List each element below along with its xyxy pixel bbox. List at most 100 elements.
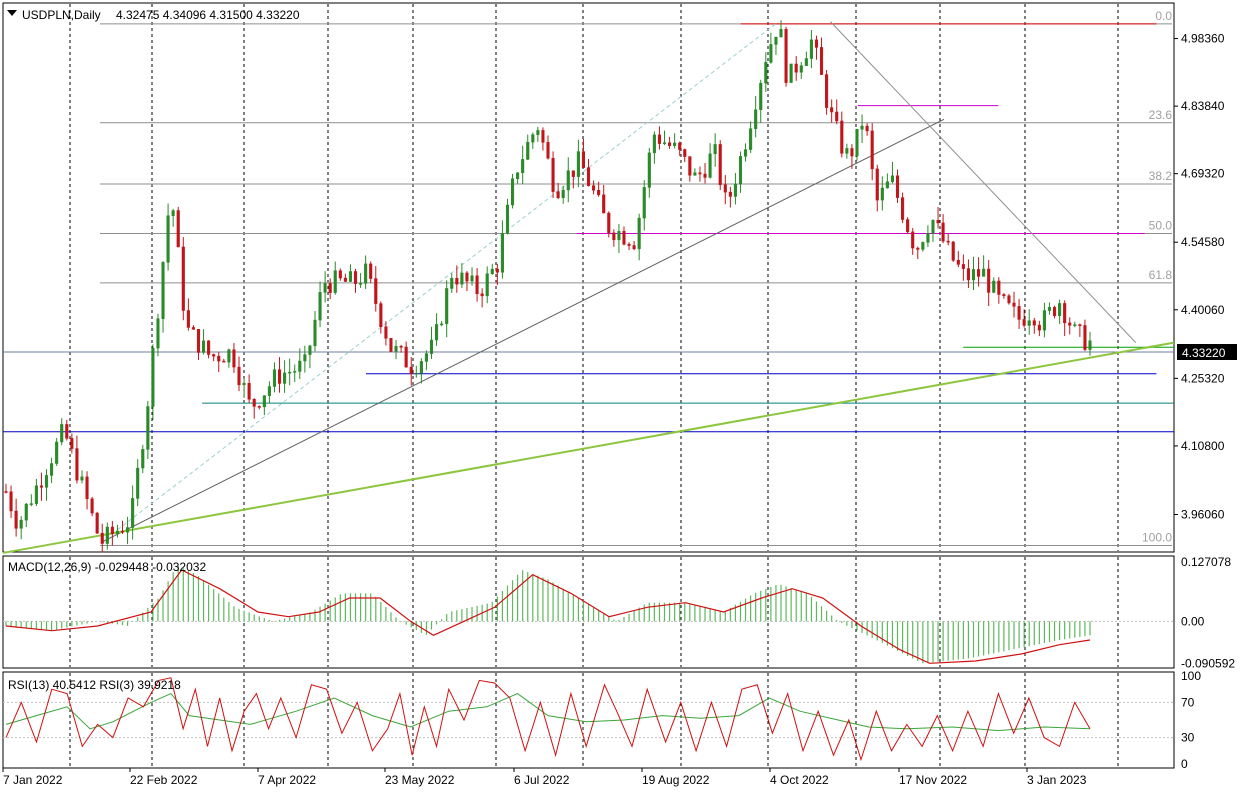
candle-body	[678, 142, 682, 150]
candle-body	[348, 271, 352, 282]
candle-body	[495, 268, 499, 273]
candle-body	[1037, 324, 1041, 331]
candle-body	[906, 219, 910, 233]
candle-body	[789, 63, 793, 83]
candle-body	[1042, 310, 1046, 331]
candle-body	[551, 157, 555, 192]
macd-y-tick-label: 0.127078	[1181, 555, 1231, 569]
candle-body	[977, 269, 981, 277]
candle-body	[1088, 340, 1092, 350]
price-y-tick-label: 4.25320	[1181, 371, 1225, 385]
candle-body	[475, 275, 479, 295]
candle-body	[50, 463, 54, 476]
fib-level-label: 0.0	[1155, 9, 1172, 23]
candle-body	[668, 142, 672, 146]
rsi-y-tick-label: 100	[1181, 669, 1201, 683]
candle-body	[369, 263, 373, 279]
candle-body	[39, 485, 44, 488]
candle-body	[592, 185, 596, 191]
candle-body	[1047, 307, 1052, 311]
overlay-layer: 0.0 23.6 38.2 50.0 61.8 100.0	[2, 9, 1175, 554]
candle-body	[146, 406, 150, 450]
candle-body	[597, 189, 601, 196]
candle-body	[566, 170, 570, 191]
candle-body	[1058, 303, 1062, 317]
candle-body	[424, 353, 428, 362]
candle-body	[75, 448, 79, 481]
candle-body	[232, 349, 236, 368]
candle-body	[744, 149, 748, 157]
candle-body	[516, 172, 520, 179]
candle-body	[435, 324, 439, 341]
macd-y-tick-label: 0.00	[1181, 614, 1205, 628]
candle-body	[749, 128, 753, 150]
candle-body	[941, 222, 945, 242]
candle-body	[769, 44, 773, 63]
candle-body	[105, 526, 109, 544]
candle-body	[100, 532, 104, 544]
rsi3-line	[5, 677, 1091, 762]
candle-body	[911, 231, 915, 249]
candle-body	[110, 526, 114, 535]
candle-body	[632, 245, 636, 250]
candle-body	[1063, 303, 1067, 324]
candle-body	[657, 134, 661, 144]
candle-body	[318, 292, 322, 321]
candle-body	[70, 438, 74, 449]
candle-body	[29, 503, 33, 505]
candle-body	[1078, 324, 1082, 326]
candle-body	[642, 187, 646, 219]
price-y-tick-label: 3.96060	[1181, 508, 1225, 522]
triangle-down-icon[interactable]	[7, 10, 17, 16]
candle-body	[971, 269, 976, 281]
candle-body	[728, 191, 732, 197]
rsi-y-tick-label: 0	[1181, 757, 1188, 771]
grid-layer	[69, 4, 1119, 767]
candle-body	[526, 141, 530, 160]
candle-body	[1012, 302, 1016, 307]
candle-body	[794, 63, 798, 73]
symbol-label: USDPLN,Daily	[22, 8, 101, 22]
candle-body	[455, 278, 459, 285]
candle-body	[222, 360, 226, 363]
candle-body	[262, 395, 266, 408]
candle-body	[738, 156, 743, 185]
candle-body	[156, 318, 160, 349]
candle-body	[961, 264, 965, 269]
candle-body	[404, 346, 408, 368]
candle-body	[207, 340, 211, 355]
x-tick-label: 4 Oct 2022	[770, 773, 829, 787]
candle-body	[480, 293, 484, 297]
candle-body	[647, 152, 651, 188]
candle-body	[531, 134, 535, 143]
candle-body	[399, 346, 403, 348]
candle-body	[779, 29, 783, 38]
candle-body	[855, 129, 859, 157]
candle-body	[161, 262, 165, 320]
fib-level-label: 61.8	[1149, 268, 1173, 282]
candle-body	[343, 277, 347, 282]
candle-body	[364, 263, 368, 284]
candle-body	[14, 510, 18, 529]
candle-body	[227, 349, 231, 363]
candle-body	[313, 319, 317, 347]
macd-pane-frame	[2, 555, 1175, 669]
candle-body	[293, 371, 297, 373]
candle-body	[637, 217, 641, 250]
x-tick-label: 22 Feb 2022	[130, 773, 198, 787]
candle-body	[131, 498, 135, 528]
candle-body	[19, 519, 23, 529]
candle-body	[698, 172, 702, 175]
candle-body	[860, 125, 864, 130]
candle-body	[880, 187, 884, 201]
candle-body	[510, 178, 515, 206]
candle-body	[901, 197, 905, 220]
candle-body	[586, 167, 591, 186]
candle-body	[389, 338, 393, 352]
candle-body	[652, 134, 656, 154]
candle-body	[951, 241, 955, 261]
candle-body	[936, 220, 940, 224]
candle-body	[774, 36, 778, 45]
